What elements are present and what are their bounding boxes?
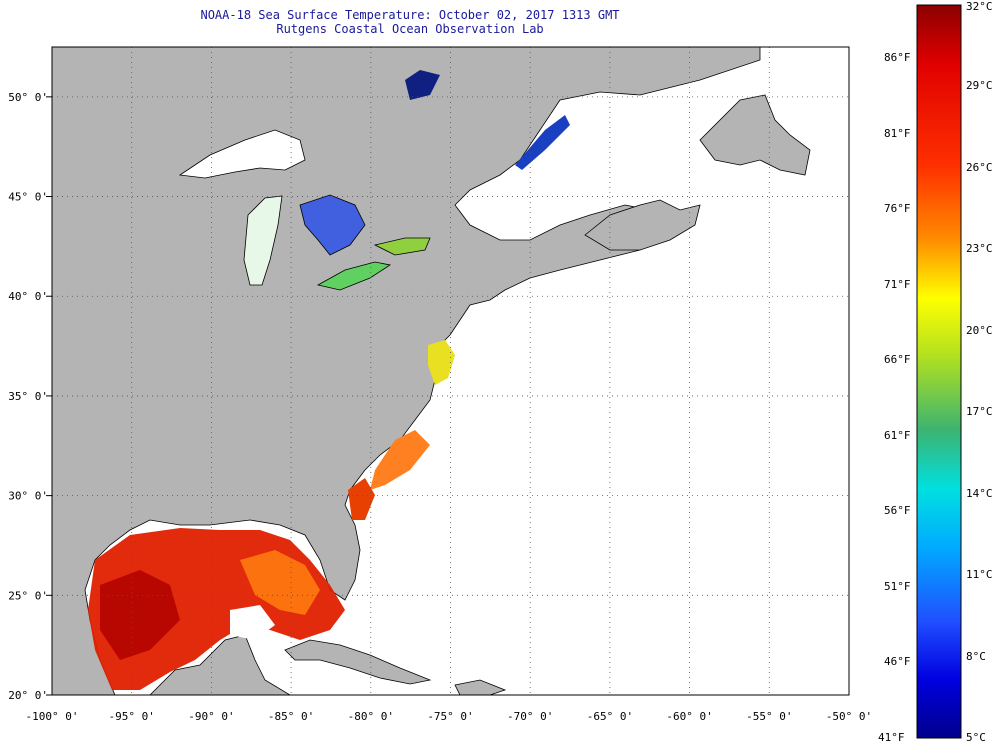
lake-superior: [178, 129, 306, 179]
lon-tick-label: -75° 0': [427, 710, 473, 723]
map-frame: [51, 46, 850, 696]
sst-cloud-gap: [230, 605, 275, 640]
title-line-2: Rutgens Coastal Ocean Observation Lab: [276, 22, 544, 36]
colorbar-celsius-label: 5°C: [966, 731, 986, 744]
sst-gulf-orange-patch: [240, 550, 320, 615]
colorbar-fahrenheit-label: 81°F: [884, 126, 911, 140]
colorbar-fahrenheit-label: 66°F: [884, 353, 911, 367]
colorbar-fahrenheit-label: 71°F: [884, 277, 911, 291]
colorbar-celsius-label: 14°C: [966, 486, 993, 500]
lake-huron: [299, 194, 366, 256]
lon-tick-label: -60° 0': [666, 710, 712, 723]
colorbar-celsius-label: 8°C: [966, 649, 986, 663]
lake-michigan: [243, 195, 283, 286]
sst-gulf-dark-patch: [100, 570, 180, 660]
lat-tick-label: 20° 0': [8, 689, 48, 702]
colorbar-fahrenheit-label: 56°F: [884, 504, 911, 518]
latitude-axis: 20° 0' 25° 0' 30° 0' 35° 0' 40° 0' 45° 0' 50° …: [8, 91, 52, 702]
lake-ontario: [373, 237, 431, 256]
lat-tick-label: 30° 0': [8, 490, 48, 503]
colorbar-fahrenheit-label: 86°F: [884, 51, 911, 64]
lon-tick-label: -55° 0': [746, 710, 792, 723]
title-line-1: NOAA-18 Sea Surface Temperature: October…: [200, 8, 620, 22]
lon-tick-label: -65° 0': [587, 710, 633, 723]
colorbar-celsius-label: 23°C: [966, 242, 993, 256]
colorbar-celsius-label: 29°C: [966, 79, 993, 93]
land-newfoundland: [699, 94, 811, 176]
lon-tick-label: -85° 0': [268, 710, 314, 723]
lat-tick-label: 35° 0': [8, 390, 48, 403]
lon-tick-label: -70° 0': [507, 710, 553, 723]
lat-tick-label: 40° 0': [8, 290, 48, 303]
lake-erie: [316, 261, 392, 291]
colorbar-celsius-label: 20°C: [966, 323, 993, 337]
land-cuba: [284, 639, 432, 685]
sst-mid-atlantic: [428, 340, 455, 385]
colorbar-fahrenheit-label: 51°F: [884, 579, 911, 593]
lon-tick-label: -100° 0': [26, 710, 79, 723]
lon-tick-label: -95° 0': [109, 710, 155, 723]
sst-florida-coast: [348, 478, 375, 520]
colorbar-celsius-label: 17°C: [966, 405, 993, 419]
colorbar-fahrenheit-label: 46°F: [884, 655, 911, 669]
colorbar-celsius-label: 26°C: [966, 160, 993, 174]
lat-tick-label: 50° 0': [8, 91, 48, 104]
colorbar-fahrenheit-label: 61°F: [884, 428, 911, 442]
colorbar-fahrenheit-label: 41°F: [878, 731, 905, 744]
lat-tick-label: 25° 0': [8, 589, 48, 602]
lon-tick-label: -90° 0': [188, 710, 234, 723]
colorbar-celsius-label: 32°C: [966, 0, 993, 13]
longitude-axis: -100° 0' -95° 0' -90° 0' -85° 0' -80° 0' -75°…: [26, 710, 873, 723]
colorbar-gradient: [916, 4, 962, 739]
lon-tick-label: -80° 0': [348, 710, 394, 723]
land-hispaniola: [454, 679, 507, 695]
lat-tick-label: 45° 0': [8, 191, 48, 204]
colorbar-fahrenheit-label: 76°F: [884, 202, 911, 216]
colorbar-celsius-label: 11°C: [966, 568, 993, 582]
land-nova-scotia: [584, 199, 701, 251]
sst-st-lawrence: [515, 115, 570, 170]
map-title: NOAA-18 Sea Surface Temperature: October…: [0, 8, 820, 36]
sst-hudson-bay-patches: [405, 70, 440, 100]
lon-tick-label: -50° 0': [826, 710, 872, 723]
sst-carolina: [370, 430, 430, 490]
